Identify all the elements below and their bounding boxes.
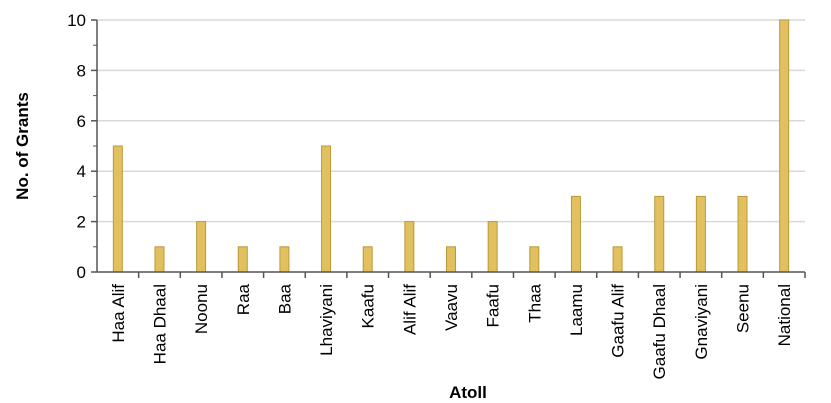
axes: [91, 19, 806, 278]
bar: [695, 195, 706, 273]
bar: [154, 246, 165, 273]
bar: [196, 221, 207, 273]
bar: [612, 246, 623, 273]
bar: [237, 246, 248, 273]
bar: [446, 246, 456, 273]
y-tick-labels: 0 2 4 6 8 10: [67, 11, 86, 282]
x-tick-label: Laamu: [567, 284, 586, 336]
bar: [362, 246, 373, 273]
x-axis-label: Atoll: [449, 383, 487, 402]
x-tick-label: Lhaviyani: [317, 284, 336, 356]
x-tick-label: Kaafu: [359, 284, 378, 328]
x-tick-label: Alif Alif: [400, 284, 419, 335]
x-tick-label: Baa: [275, 283, 294, 314]
bar: [654, 195, 665, 273]
bar: [404, 221, 415, 273]
x-tick-labels: Haa Alif Haa Dhaal Noonu Raa Baa Lhaviyani Kaa…: [109, 283, 794, 379]
gridlines: [97, 19, 805, 223]
x-tick-label: Thaa: [525, 283, 544, 322]
y-tick-label: 2: [77, 213, 86, 232]
y-tick-label: 0: [77, 263, 86, 282]
x-tick-label: Gnaviyani: [692, 284, 711, 360]
x-tick-label: Seenu: [734, 284, 753, 333]
bar: [487, 221, 498, 273]
x-tick-label: Faafu: [484, 284, 503, 327]
x-tick-label: National: [775, 284, 794, 346]
bars: [112, 19, 790, 273]
x-tick-label: Haa Dhaal: [150, 284, 169, 364]
y-tick-label: 4: [77, 162, 86, 181]
x-tick-label: Gaafu Dhaal: [650, 284, 669, 379]
y-axis-label: No. of Grants: [13, 92, 32, 200]
x-tick-label: Haa Alif: [109, 284, 128, 343]
bar: [112, 145, 123, 273]
bar: [529, 246, 540, 273]
bar: [737, 195, 748, 273]
bar: [279, 246, 290, 273]
y-tick-label: 6: [77, 112, 86, 131]
x-tick-label: Noonu: [192, 284, 211, 334]
bar: [779, 19, 790, 273]
bar: [321, 145, 332, 273]
y-tick-label: 10: [67, 11, 86, 30]
bar: [570, 195, 581, 273]
x-tick-label: Raa: [234, 283, 253, 315]
y-tick-label: 8: [77, 61, 86, 80]
x-tick-label: Gaafu Alif: [609, 284, 628, 358]
x-tick-label: Vaavu: [442, 284, 461, 331]
